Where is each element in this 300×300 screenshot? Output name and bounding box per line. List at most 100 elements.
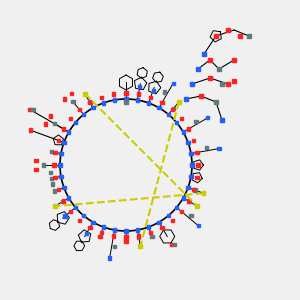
Bar <box>226 82 230 86</box>
Bar <box>49 115 52 118</box>
Bar <box>67 196 70 200</box>
Bar <box>108 256 111 260</box>
Bar <box>190 163 194 167</box>
Bar <box>98 235 102 238</box>
Bar <box>200 94 203 98</box>
Bar <box>62 186 66 189</box>
Bar <box>112 234 115 238</box>
Bar <box>69 210 73 213</box>
Bar <box>74 121 77 124</box>
Bar <box>42 163 45 167</box>
Bar <box>189 175 193 178</box>
Bar <box>100 231 103 234</box>
Bar <box>100 96 103 99</box>
Bar <box>82 214 85 217</box>
Bar <box>124 235 127 239</box>
Bar <box>205 146 208 149</box>
Bar <box>186 186 190 189</box>
Bar <box>226 28 230 32</box>
Bar <box>102 225 105 229</box>
Bar <box>137 236 140 239</box>
Bar <box>196 163 200 167</box>
Bar <box>232 79 236 82</box>
Bar <box>172 107 175 110</box>
Bar <box>34 168 38 171</box>
Bar <box>202 52 206 56</box>
Bar <box>220 82 224 86</box>
Bar <box>69 117 73 120</box>
Bar <box>214 34 218 38</box>
Bar <box>167 214 170 217</box>
Bar <box>63 97 66 100</box>
Bar <box>194 119 198 123</box>
Bar <box>175 206 178 209</box>
Bar <box>186 141 190 144</box>
Bar <box>102 101 105 105</box>
Bar <box>232 58 236 62</box>
Bar <box>196 67 200 70</box>
Bar <box>113 98 116 102</box>
Bar <box>53 176 57 179</box>
Bar <box>184 97 188 100</box>
Bar <box>59 152 63 155</box>
Bar <box>52 163 56 167</box>
Bar <box>208 76 212 80</box>
Bar <box>149 231 152 234</box>
Bar <box>136 228 139 232</box>
Bar <box>28 108 32 111</box>
Bar <box>171 218 174 222</box>
Bar <box>88 100 91 103</box>
Bar <box>53 122 56 125</box>
Bar <box>49 171 52 174</box>
Bar <box>63 214 67 218</box>
Bar <box>82 113 85 116</box>
Bar <box>31 108 34 111</box>
Bar <box>138 85 142 88</box>
Bar <box>137 234 140 238</box>
Bar <box>61 200 64 203</box>
Bar <box>62 141 66 144</box>
Bar <box>113 245 116 248</box>
Bar <box>160 101 164 104</box>
Bar <box>53 189 56 193</box>
Bar <box>195 176 199 179</box>
Bar <box>88 226 91 229</box>
Bar <box>167 113 170 116</box>
Bar <box>179 117 183 120</box>
Bar <box>179 210 183 213</box>
Bar <box>124 239 127 242</box>
Bar <box>67 130 70 134</box>
Bar <box>78 218 81 222</box>
Bar <box>78 108 81 112</box>
Bar <box>91 220 94 224</box>
Bar <box>150 235 154 238</box>
Bar <box>85 232 88 236</box>
Bar <box>195 151 199 154</box>
Bar <box>124 97 128 100</box>
Bar <box>182 196 185 200</box>
Bar <box>190 214 193 218</box>
Bar <box>152 88 155 92</box>
Bar <box>182 130 185 134</box>
Bar <box>124 91 128 94</box>
Bar <box>92 106 95 109</box>
Bar <box>214 100 218 103</box>
Bar <box>52 204 56 208</box>
Bar <box>172 82 175 85</box>
Bar <box>247 34 251 38</box>
Bar <box>51 182 54 186</box>
Bar <box>187 127 190 130</box>
Bar <box>62 127 65 130</box>
Bar <box>206 116 209 119</box>
Bar <box>124 229 127 233</box>
Bar <box>57 188 60 191</box>
Bar <box>58 163 62 167</box>
Bar <box>171 108 174 112</box>
Bar <box>57 139 60 142</box>
Bar <box>147 225 150 229</box>
Bar <box>70 92 73 95</box>
Bar <box>194 188 197 192</box>
Bar <box>173 243 176 246</box>
Bar <box>149 96 152 99</box>
Bar <box>112 92 115 96</box>
